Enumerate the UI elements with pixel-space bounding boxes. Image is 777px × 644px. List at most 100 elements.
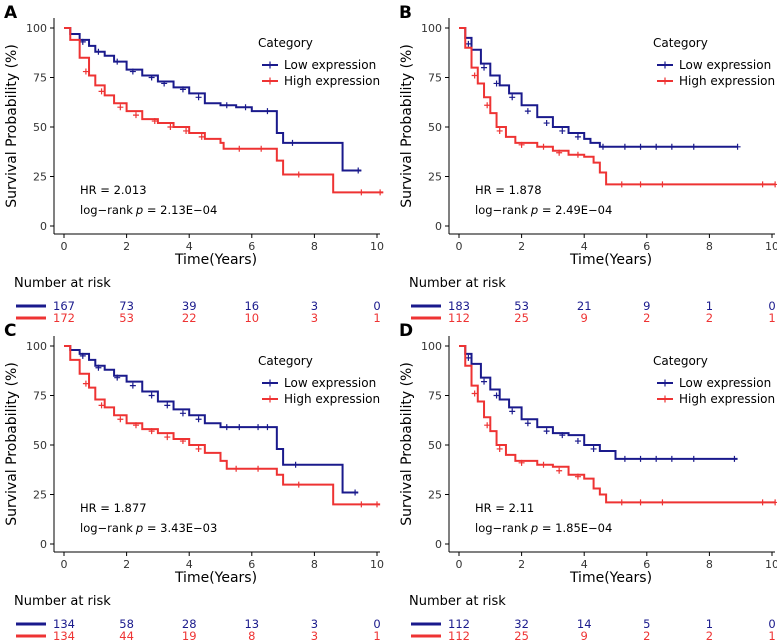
- y-tick-label: 100: [26, 22, 47, 35]
- censor-mark-low: [223, 424, 230, 431]
- risk-count-low: 9: [643, 299, 650, 313]
- censor-mark-high: [556, 467, 563, 474]
- p-value: = 2.49E−04: [538, 203, 612, 217]
- censor-mark-low: [637, 143, 644, 150]
- censor-mark-high: [98, 402, 105, 409]
- censor-mark-low: [179, 410, 186, 417]
- p-symbol: p: [530, 521, 538, 535]
- legend-label-low: Low expression: [284, 376, 376, 390]
- hr-annotation: HR = 1.878: [475, 183, 542, 197]
- censor-mark-high: [772, 499, 777, 506]
- curve-high-expression: [459, 345, 776, 504]
- censor-mark-high: [255, 465, 262, 472]
- risk-count-low: 73: [119, 299, 134, 313]
- y-tick-label: 25: [428, 171, 442, 184]
- x-axis-title: Time(Years): [569, 570, 652, 586]
- censor-mark-high: [574, 151, 581, 158]
- risk-count-high: 1: [373, 629, 380, 643]
- y-tick-label: 50: [33, 439, 47, 452]
- risk-count-low: 112: [448, 617, 470, 631]
- curve-high-expression: [64, 27, 384, 194]
- censor-mark-low: [161, 80, 168, 87]
- legend-label-low: Low expression: [284, 58, 376, 72]
- curve-low-expression: [459, 27, 738, 148]
- censor-mark-low: [129, 68, 136, 75]
- risk-count-low: 13: [244, 617, 259, 631]
- censor-mark-high: [618, 181, 625, 188]
- risk-count-high: 22: [182, 311, 197, 325]
- y-tick-label: 25: [428, 489, 442, 502]
- risk-count-low: 183: [448, 299, 470, 313]
- x-tick-label: 2: [123, 240, 130, 253]
- censor-mark-low: [179, 86, 186, 93]
- y-tick-label: 75: [428, 72, 442, 85]
- x-tick-label: 10: [370, 240, 384, 253]
- x-tick-label: 8: [311, 240, 318, 253]
- risk-count-high: 112: [448, 311, 470, 325]
- curve-low-expression: [64, 27, 362, 172]
- censor-mark-high: [82, 380, 89, 387]
- risk-count-high: 2: [643, 629, 650, 643]
- censor-mark-low: [164, 402, 171, 409]
- risk-count-low: 32: [514, 617, 529, 631]
- censor-mark-high: [496, 127, 503, 134]
- x-axis-title: Time(Years): [569, 252, 652, 268]
- censor-mark-low: [465, 40, 472, 47]
- risk-table-title: Number at risk: [14, 276, 111, 291]
- censor-mark-low: [148, 392, 155, 399]
- x-tick-label: 2: [518, 240, 525, 253]
- y-axis-title: Survival Probability (%): [4, 362, 20, 526]
- curve-high-expression: [64, 345, 381, 506]
- censor-mark-low: [289, 139, 296, 146]
- p-symbol: p: [135, 521, 143, 535]
- censor-mark-low: [574, 133, 581, 140]
- legend-label-high: High expression: [679, 74, 775, 88]
- censor-mark-low: [653, 455, 660, 462]
- y-tick-label: 75: [33, 72, 47, 85]
- risk-table-title: Number at risk: [409, 594, 506, 609]
- risk-count-low: 5: [643, 617, 650, 631]
- censor-mark-low: [481, 378, 488, 385]
- risk-count-high: 3: [311, 311, 318, 325]
- x-tick-label: 10: [765, 240, 777, 253]
- risk-count-high: 9: [581, 629, 588, 643]
- censor-mark-high: [374, 501, 380, 508]
- risk-count-low: 14: [577, 617, 592, 631]
- p-symbol: p: [530, 203, 538, 217]
- y-tick-label: 100: [421, 340, 442, 353]
- panel-letter: C: [4, 321, 16, 341]
- censor-mark-low: [195, 416, 202, 423]
- risk-count-high: 1: [768, 629, 775, 643]
- x-tick-label: 6: [248, 558, 255, 571]
- censor-mark-high: [518, 141, 525, 148]
- risk-count-low: 3: [311, 299, 318, 313]
- x-tick-label: 8: [311, 558, 318, 571]
- censor-mark-high: [637, 181, 644, 188]
- censor-mark-low: [79, 38, 86, 45]
- x-tick-label: 2: [123, 558, 130, 571]
- risk-table-title: Number at risk: [14, 594, 111, 609]
- x-tick-label: 0: [456, 558, 463, 571]
- censor-mark-high: [471, 72, 478, 79]
- risk-count-low: 0: [768, 617, 775, 631]
- x-tick-label: 6: [248, 240, 255, 253]
- risk-count-high: 25: [514, 629, 529, 643]
- risk-count-high: 10: [244, 311, 259, 325]
- risk-table-title: Number at risk: [409, 276, 506, 291]
- logrank-annotation: log−rank p = 2.49E−04: [475, 203, 612, 217]
- legend-label-low: Low expression: [679, 376, 771, 390]
- legend-label-high: High expression: [679, 392, 775, 406]
- censor-mark-high: [358, 189, 365, 196]
- risk-count-low: 134: [53, 617, 75, 631]
- censor-mark-low: [481, 64, 488, 71]
- censor-mark-low: [524, 420, 531, 427]
- legend-label-high: High expression: [284, 392, 380, 406]
- censor-mark-high: [233, 465, 240, 472]
- p-value: = 2.13E−04: [143, 203, 217, 217]
- p-value: = 3.43E−03: [143, 521, 217, 535]
- censor-mark-high: [618, 499, 625, 506]
- risk-count-low: 39: [182, 299, 197, 313]
- censor-mark-high: [358, 501, 365, 508]
- p-value: = 1.85E−04: [538, 521, 612, 535]
